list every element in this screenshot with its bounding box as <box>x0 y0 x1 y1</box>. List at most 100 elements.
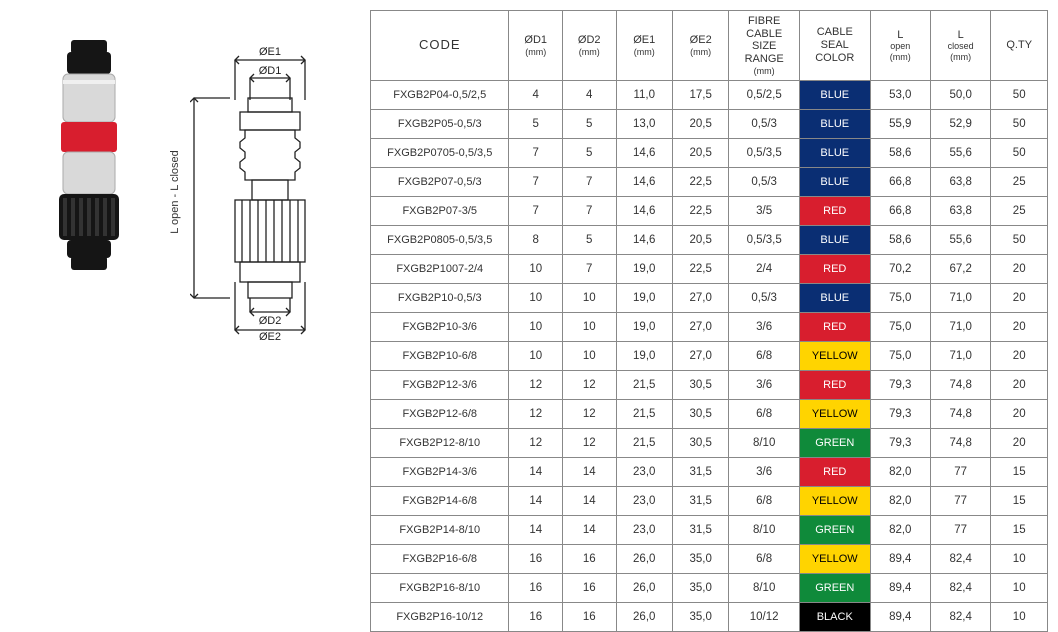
cell-value: 10 <box>991 544 1048 573</box>
cell-value: 10/12 <box>729 602 800 631</box>
cell-value: 30,5 <box>672 399 728 428</box>
cell-value: 55,6 <box>930 225 990 254</box>
table-row: FXGB2P05-0,5/35513,020,50,5/3BLUE55,952,… <box>371 109 1048 138</box>
cell-value: 16 <box>562 602 616 631</box>
cell-value: 82,0 <box>870 515 930 544</box>
cell-value: 21,5 <box>616 399 672 428</box>
cell-seal-color: RED <box>799 312 870 341</box>
spec-table: CODEØD1(mm)ØD2(mm)ØE1(mm)ØE2(mm)FIBRECAB… <box>370 10 1048 632</box>
cell-code: FXGB2P14-3/6 <box>371 457 509 486</box>
table-row: FXGB2P16-8/10161626,035,08/10GREEN89,482… <box>371 573 1048 602</box>
cell-value: 89,4 <box>870 602 930 631</box>
product-svg <box>49 40 129 270</box>
cell-value: 58,6 <box>870 225 930 254</box>
col-header: CABLESEALCOLOR <box>799 11 870 81</box>
cell-value: 35,0 <box>672 573 728 602</box>
cell-value: 12 <box>562 370 616 399</box>
cell-value: 11,0 <box>616 80 672 109</box>
cell-value: 50 <box>991 138 1048 167</box>
cell-seal-color: BLUE <box>799 225 870 254</box>
cell-value: 71,0 <box>930 341 990 370</box>
cell-value: 10 <box>509 283 563 312</box>
cell-code: FXGB2P10-6/8 <box>371 341 509 370</box>
cell-value: 19,0 <box>616 283 672 312</box>
col-header-main: L <box>875 29 926 42</box>
cell-value: 7 <box>562 254 616 283</box>
cell-seal-color: YELLOW <box>799 544 870 573</box>
cell-value: 20,5 <box>672 225 728 254</box>
cell-value: 50 <box>991 80 1048 109</box>
cell-value: 16 <box>509 602 563 631</box>
cell-value: 12 <box>562 428 616 457</box>
cell-value: 20 <box>991 283 1048 312</box>
table-row: FXGB2P16-10/12161626,035,010/12BLACK89,4… <box>371 602 1048 631</box>
cell-value: 16 <box>562 544 616 573</box>
cell-value: 71,0 <box>930 283 990 312</box>
cell-code: FXGB2P1007-2/4 <box>371 254 509 283</box>
cell-value: 27,0 <box>672 283 728 312</box>
cell-value: 6/8 <box>729 544 800 573</box>
cell-value: 75,0 <box>870 341 930 370</box>
cell-code: FXGB2P07-0,5/3 <box>371 167 509 196</box>
table-row: FXGB2P14-3/6141423,031,53/6RED82,07715 <box>371 457 1048 486</box>
cell-value: 3/6 <box>729 370 800 399</box>
cell-value: 0,5/2,5 <box>729 80 800 109</box>
cell-value: 70,2 <box>870 254 930 283</box>
cell-value: 14 <box>562 486 616 515</box>
cell-value: 14 <box>562 515 616 544</box>
cell-seal-color: YELLOW <box>799 486 870 515</box>
cell-code: FXGB2P12-3/6 <box>371 370 509 399</box>
table-row: FXGB2P07-0,5/37714,622,50,5/3BLUE66,863,… <box>371 167 1048 196</box>
cell-value: 10 <box>509 312 563 341</box>
cell-code: FXGB2P16-8/10 <box>371 573 509 602</box>
cell-code: FXGB2P10-3/6 <box>371 312 509 341</box>
cell-value: 8/10 <box>729 515 800 544</box>
table-row: FXGB2P10-0,5/3101019,027,00,5/3BLUE75,07… <box>371 283 1048 312</box>
cell-seal-color: GREEN <box>799 428 870 457</box>
cell-value: 10 <box>562 283 616 312</box>
cell-seal-color: BLUE <box>799 109 870 138</box>
cell-value: 23,0 <box>616 486 672 515</box>
cell-value: 5 <box>562 109 616 138</box>
table-row: FXGB2P04-0,5/2,54411,017,50,5/2,5BLUE53,… <box>371 80 1048 109</box>
cell-value: 14,6 <box>616 196 672 225</box>
table-row: FXGB2P12-8/10121221,530,58/10GREEN79,374… <box>371 428 1048 457</box>
cell-value: 77 <box>930 515 990 544</box>
cell-value: 7 <box>562 167 616 196</box>
cell-seal-color: BLUE <box>799 167 870 196</box>
dim-e1-label: ØE1 <box>259 46 281 58</box>
cell-value: 82,4 <box>930 573 990 602</box>
cell-value: 75,0 <box>870 312 930 341</box>
col-header-sub: (mm) <box>567 47 612 57</box>
cell-value: 12 <box>509 399 563 428</box>
col-header-main: Q.TY <box>995 39 1043 52</box>
cell-value: 26,0 <box>616 544 672 573</box>
cell-code: FXGB2P14-8/10 <box>371 515 509 544</box>
cell-value: 14,6 <box>616 138 672 167</box>
cell-value: 75,0 <box>870 283 930 312</box>
col-header: CODE <box>371 11 509 81</box>
table-row: FXGB2P16-6/8161626,035,06/8YELLOW89,482,… <box>371 544 1048 573</box>
col-header-main: ØD1 <box>513 34 558 47</box>
cell-seal-color: YELLOW <box>799 399 870 428</box>
cell-seal-color: GREEN <box>799 515 870 544</box>
cell-value: 12 <box>509 428 563 457</box>
cell-value: 26,0 <box>616 573 672 602</box>
cell-value: 10 <box>991 573 1048 602</box>
col-header-main: FIBRECABLE SIZERANGE <box>733 15 795 66</box>
cell-value: 0,5/3,5 <box>729 225 800 254</box>
cell-value: 19,0 <box>616 312 672 341</box>
cell-value: 5 <box>509 109 563 138</box>
cell-value: 79,3 <box>870 428 930 457</box>
dim-e2-label: ØE2 <box>259 331 281 340</box>
cell-value: 0,5/3 <box>729 109 800 138</box>
col-header-main: ØE2 <box>677 34 724 47</box>
cell-value: 8/10 <box>729 573 800 602</box>
cell-seal-color: BLUE <box>799 80 870 109</box>
col-header: Q.TY <box>991 11 1048 81</box>
cell-seal-color: RED <box>799 457 870 486</box>
col-header-sub: open(mm) <box>875 41 926 62</box>
cell-value: 16 <box>509 544 563 573</box>
cell-value: 30,5 <box>672 428 728 457</box>
cell-value: 74,8 <box>930 399 990 428</box>
